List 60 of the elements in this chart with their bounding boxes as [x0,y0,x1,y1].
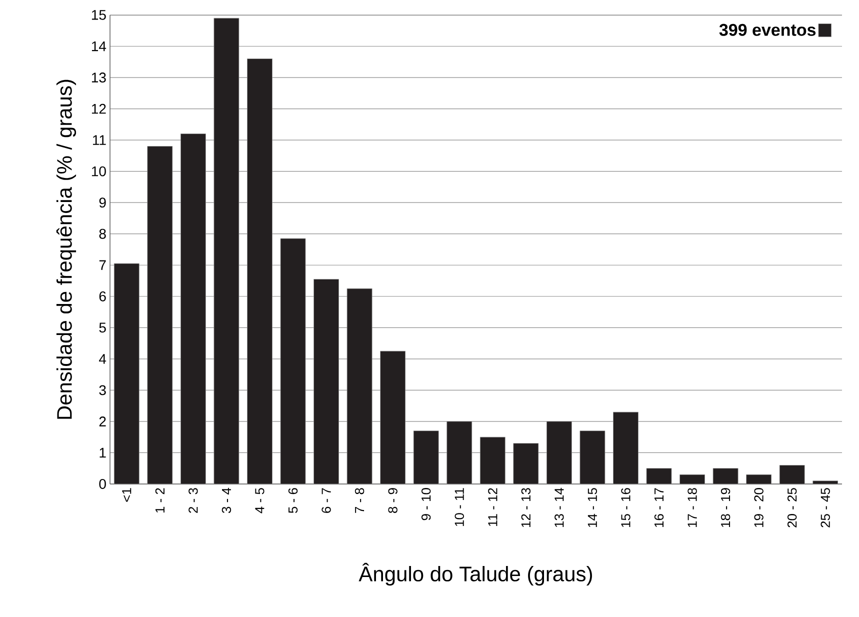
x-tick-label: 12 - 13 [521,488,531,528]
bar [280,238,306,484]
bar [247,58,272,484]
x-tick-label: 7 - 8 [354,488,364,513]
x-tick-label: 10 - 11 [454,488,464,526]
y-tick-label: 1 [100,448,106,458]
bar [779,465,805,484]
y-tick-label: 2 [99,416,106,426]
bar [346,288,372,484]
y-tick-label: 14 [92,41,106,52]
bar [147,146,173,484]
bar [114,263,140,484]
bar [446,421,472,484]
bar [413,430,439,484]
x-tick-label: 11 - 12 [488,488,498,526]
bar [480,436,506,484]
bar [314,278,339,484]
bar [613,412,638,484]
x-tick-label: 16 - 17 [654,488,664,528]
x-tick-label: <1 [122,488,132,502]
x-tick-label: 18 - 19 [720,488,730,528]
x-tick-label: 13 - 14 [554,488,564,528]
bar [513,443,539,484]
x-tick-label: 15 - 16 [621,488,630,528]
x-tick-label: 4 - 5 [255,488,264,514]
y-tick-label: 11 [93,135,106,145]
y-tick-label: 13 [92,72,106,82]
y-tick-label: 0 [99,479,106,489]
bar [214,18,240,484]
y-tick-label: 5 [99,322,106,333]
legend-label: 399 eventos [719,24,816,36]
x-tick-label: 9 - 10 [421,488,431,520]
bar [546,421,572,484]
x-tick-label: 14 - 15 [588,488,597,528]
x-tick-label: 6 - 7 [322,488,331,513]
y-tick-label: 6 [99,291,106,302]
y-tick-label: 7 [99,260,106,270]
x-tick-label: 17 - 18 [688,488,697,528]
y-axis-title: Densidade de frequência (% / graus) [56,80,76,419]
bar [646,468,672,484]
x-tick-label: 1 - 2 [155,488,164,513]
bar [380,350,406,484]
bar [180,134,206,484]
y-tick-label: 9 [99,198,106,208]
y-tick-label: 10 [92,166,106,176]
bar [712,468,738,484]
x-tick-label: 5 - 6 [288,488,298,514]
y-tick-label: 12 [92,104,106,114]
x-tick-label: 2 - 3 [188,488,198,513]
y-tick-label: 15 [92,10,106,20]
x-tick-label: 8 - 9 [388,488,398,513]
y-tick-label: 4 [99,354,106,364]
x-axis-title: Ângulo do Talude (graus) [358,562,592,586]
y-tick-label: 3 [99,385,106,396]
x-tick-label: 25 - 45 [820,488,830,528]
x-tick-label: 20 - 25 [787,488,797,528]
x-tick-label: 19 - 20 [754,488,764,528]
bar [580,430,606,484]
y-tick-label: 8 [99,228,106,239]
x-tick-label: 3 - 4 [222,488,232,514]
